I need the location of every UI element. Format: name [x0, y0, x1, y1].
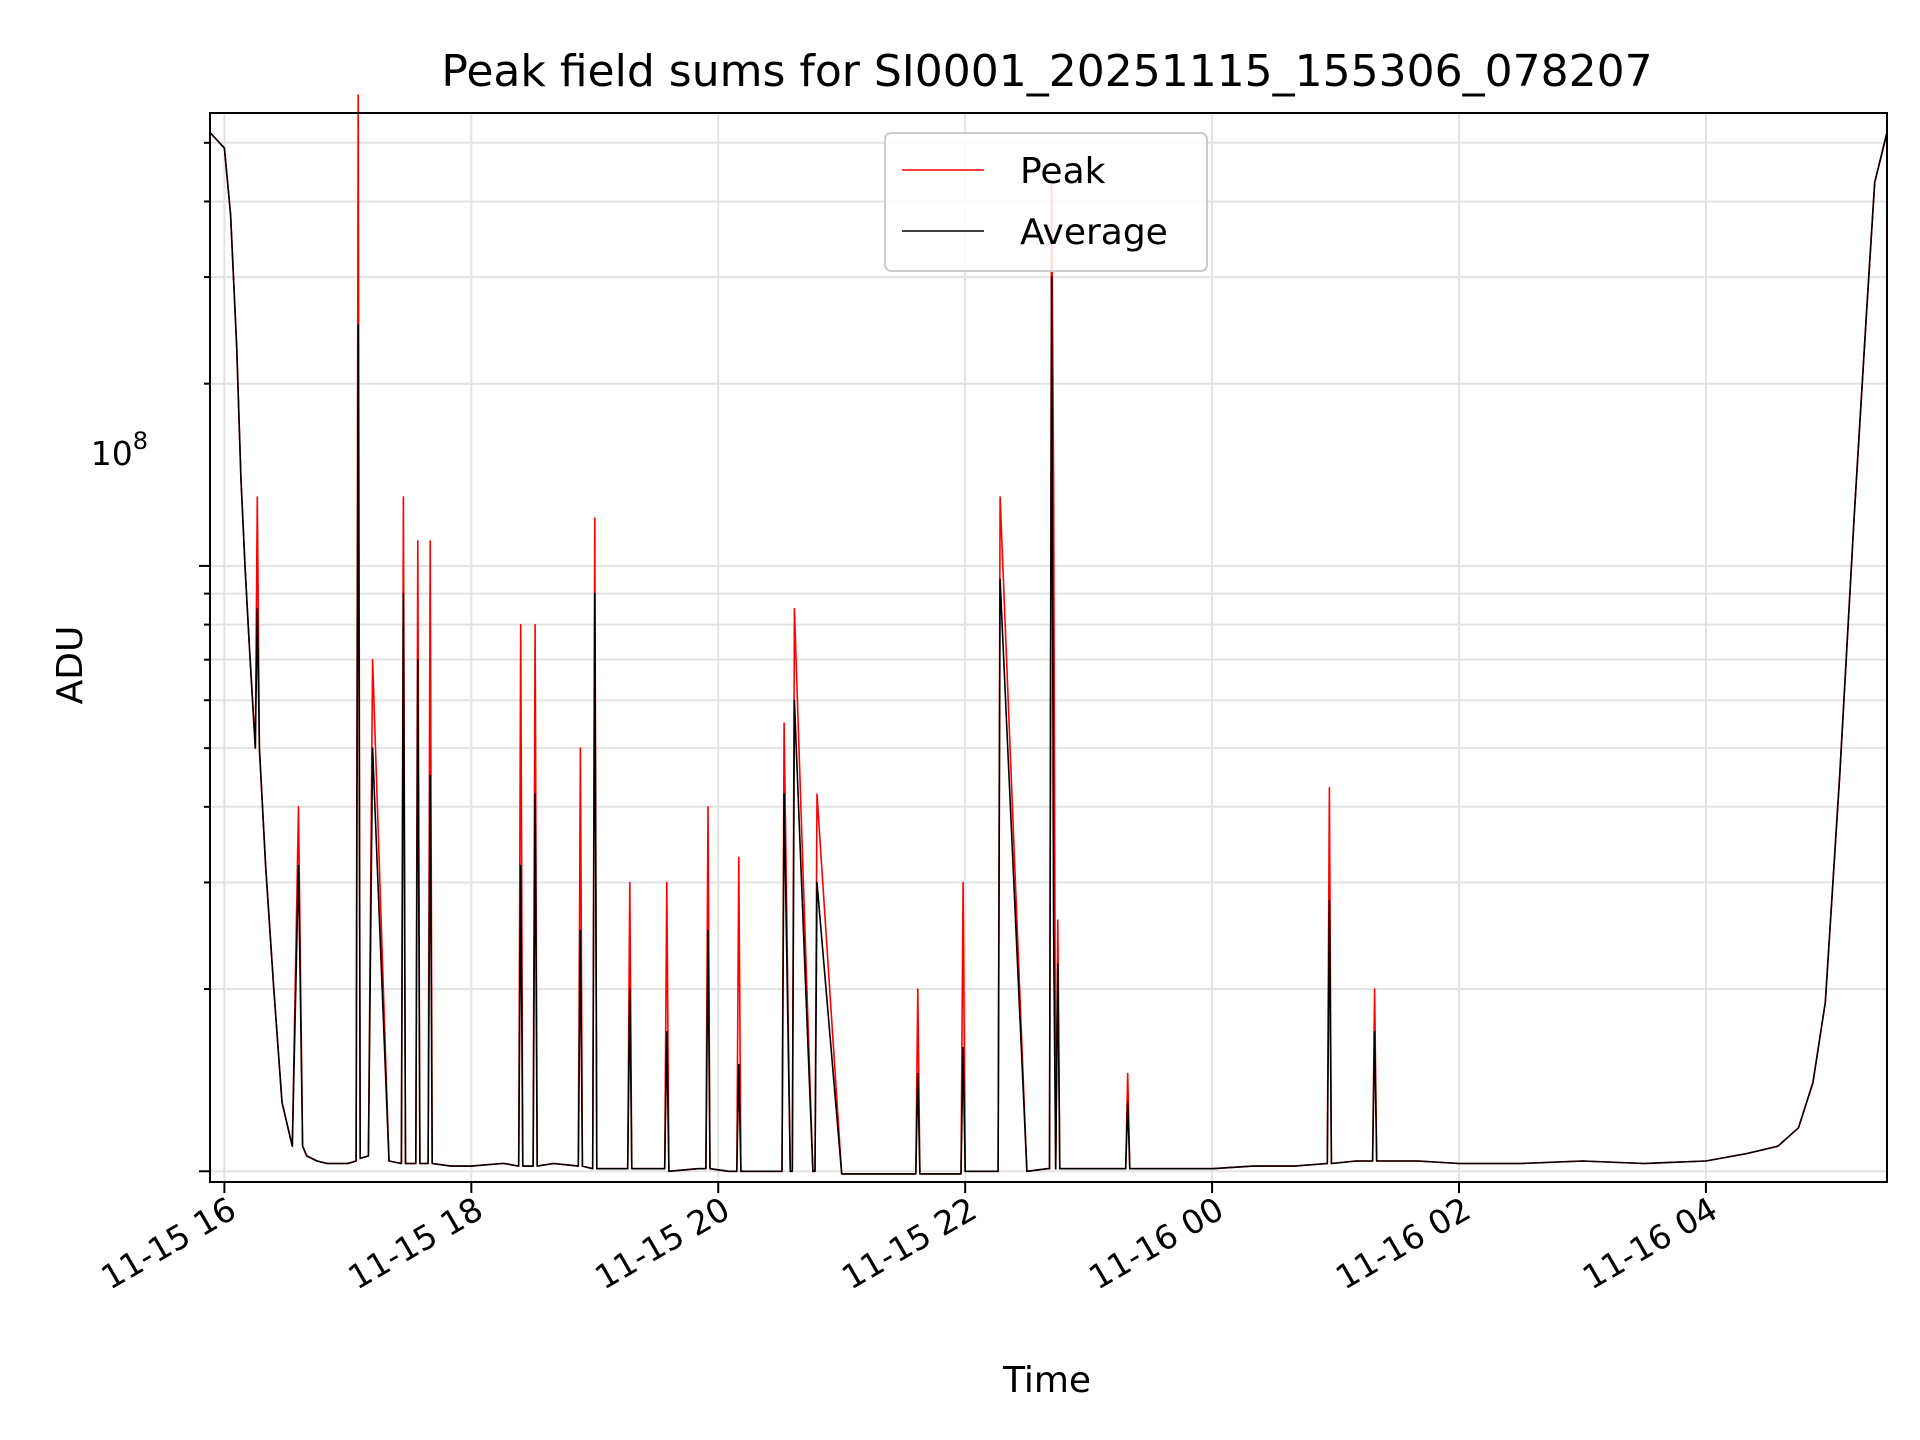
legend-box — [884, 132, 1208, 272]
legend-label-average: Average — [1020, 212, 1168, 253]
chart-title: Peak field sums for SI0001_20251115_1553… — [441, 46, 1652, 97]
svg-text:108: 108 — [91, 427, 148, 473]
y-tick-label: 108 — [91, 427, 148, 473]
x-axis-label: Time — [1002, 1360, 1091, 1401]
legend: Peak Average — [884, 132, 1208, 272]
series-layer — [209, 94, 1888, 1175]
grid — [210, 113, 1887, 1182]
legend-label-peak: Peak — [1020, 151, 1106, 192]
y-axis-label: ADU — [50, 626, 91, 705]
plot-area-frame — [209, 112, 1888, 1183]
series-line-average — [209, 131, 1888, 1175]
